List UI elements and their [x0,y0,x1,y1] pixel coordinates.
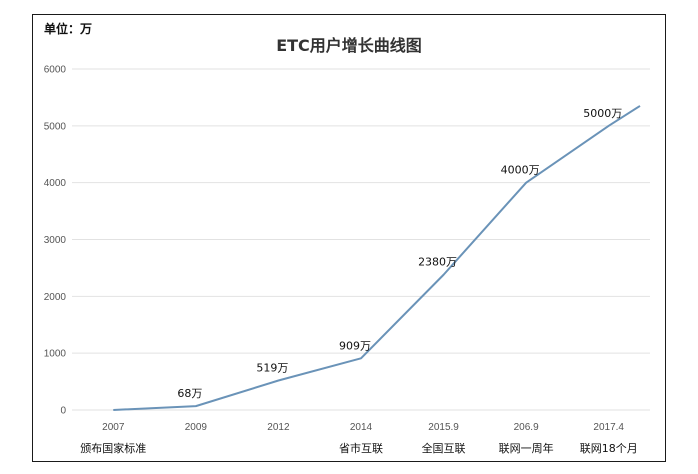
y-tick-label: 1000 [44,349,67,360]
event-labels: 颁布国家标准 省市互联 全国互联 联网一周年 联网18个月 [80,441,637,455]
y-tick-label: 6000 [44,65,67,76]
x-tick-label: 2009 [185,422,208,433]
series-line-group [113,105,641,411]
x-tick-label: 2014 [350,422,373,433]
data-label: 909万 [339,339,371,352]
event-label: 省市互联 [339,441,383,455]
event-label: 联网一周年 [499,441,554,455]
series-line [113,105,641,411]
event-label: 颁布国家标准 [80,441,146,455]
chart-title: ETC用户增长曲线图 [276,36,422,55]
gridlines [72,68,650,411]
y-tick-label: 3000 [44,235,67,246]
data-label: 2380万 [418,256,457,269]
data-label: 5000万 [583,107,622,120]
data-label: 519万 [256,362,288,375]
x-tick-label: 2007 [102,422,125,433]
y-tick-label: 4000 [44,178,67,189]
y-axis-ticks: 0 1000 2000 3000 4000 5000 6000 [44,65,67,417]
x-axis-ticks: 2007 2009 2012 2014 2015.9 206.9 2017.4 [102,422,624,433]
data-labels: 68万 519万 909万 2380万 4000万 5000万 [177,107,622,400]
y-tick-label: 2000 [44,292,67,303]
data-label: 68万 [177,387,202,400]
unit-label: 单位：万 [44,22,93,36]
x-tick-label: 2012 [267,422,290,433]
x-tick-label: 2015.9 [428,422,459,433]
data-label: 4000万 [501,164,540,177]
event-label: 全国互联 [422,441,466,455]
x-tick-label: 206.9 [514,422,539,433]
y-tick-label: 0 [60,406,66,417]
y-tick-label: 5000 [44,121,67,132]
x-tick-label: 2017.4 [593,422,624,433]
chart-frame [32,14,666,462]
event-label: 联网18个月 [580,442,638,455]
